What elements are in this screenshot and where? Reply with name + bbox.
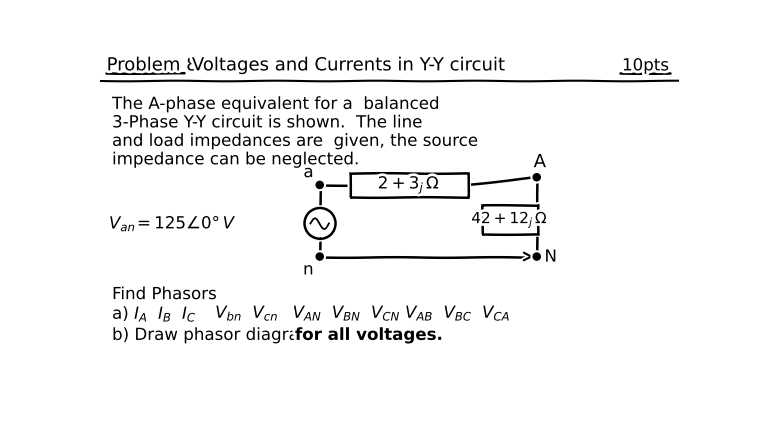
Text: impedance can be neglected.: impedance can be neglected. (112, 151, 358, 169)
Text: $= 125\angle 0°\, V$: $= 125\angle 0°\, V$ (134, 215, 236, 233)
Text: n: n (303, 261, 314, 279)
Text: $2+3_j\,\Omega$: $2+3_j\,\Omega$ (378, 174, 440, 197)
FancyBboxPatch shape (482, 205, 537, 235)
Text: for all voltages.: for all voltages. (295, 326, 442, 344)
Text: 3-Phase Y-Y circuit is shown.  The line: 3-Phase Y-Y circuit is shown. The line (112, 114, 421, 132)
Text: Problem 8: Problem 8 (106, 57, 198, 75)
Text: Voltages and Currents in Y-Y circuit: Voltages and Currents in Y-Y circuit (192, 57, 505, 75)
Text: $V_{bn}$  $V_{cn}$: $V_{bn}$ $V_{cn}$ (215, 303, 279, 323)
Text: $V_{an}$: $V_{an}$ (109, 214, 136, 234)
Text: Find Phasors: Find Phasors (112, 285, 217, 303)
Text: $V_{AN}$  $V_{BN}$  $V_{CN}$: $V_{AN}$ $V_{BN}$ $V_{CN}$ (293, 303, 401, 323)
Text: The A-phase equivalent for a  balanced: The A-phase equivalent for a balanced (112, 96, 438, 114)
Text: A: A (534, 154, 546, 172)
FancyBboxPatch shape (350, 174, 467, 197)
Text: a) $I_A$  $I_B$  $I_C$: a) $I_A$ $I_B$ $I_C$ (112, 303, 197, 324)
Text: $42+12_j\,\Omega$: $42+12_j\,\Omega$ (471, 210, 548, 230)
Text: a: a (303, 164, 314, 182)
Text: and load impedances are  given, the source: and load impedances are given, the sourc… (112, 132, 477, 150)
Text: 10pts: 10pts (622, 57, 669, 75)
Text: $V_{AB}$  $V_{BC}$  $V_{CA}$: $V_{AB}$ $V_{BC}$ $V_{CA}$ (405, 303, 511, 323)
Text: b) Draw phasor diagram: b) Draw phasor diagram (112, 326, 314, 344)
Text: N: N (544, 248, 557, 266)
